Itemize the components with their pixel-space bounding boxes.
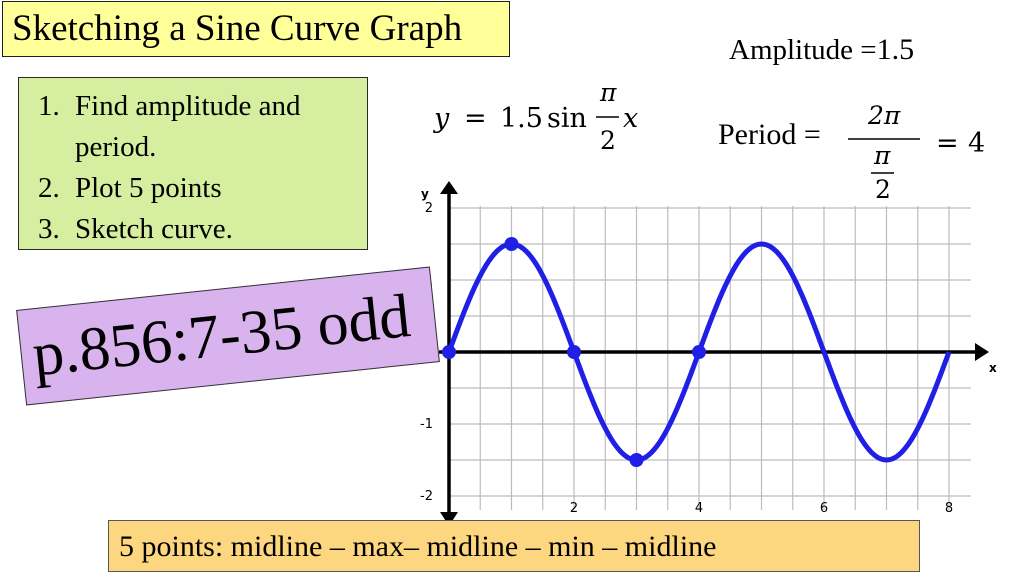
period-label: Period = bbox=[718, 118, 821, 151]
x-tick-label: 2 bbox=[570, 501, 578, 516]
steps-list: Find amplitude and period. Plot 5 points… bbox=[29, 86, 361, 250]
key-point bbox=[692, 345, 706, 359]
y-tick-label: 2 bbox=[425, 201, 433, 216]
y-tick-label: -1 bbox=[420, 417, 433, 432]
eq-var: x bbox=[623, 103, 638, 134]
key-point bbox=[567, 345, 581, 359]
eq-num: π bbox=[599, 78, 617, 107]
period-equals: = bbox=[936, 128, 959, 159]
eq-coef: 1.5 bbox=[500, 103, 543, 134]
step-item: Sketch curve. bbox=[67, 209, 361, 250]
step-item: Plot 5 points bbox=[67, 168, 361, 209]
y-axis-arrow-down bbox=[440, 512, 458, 526]
x-axis-arrow bbox=[975, 343, 989, 361]
midline-note: 5 points: midline – max– midline – min –… bbox=[108, 520, 920, 572]
slide-title: Sketching a Sine Curve Graph bbox=[2, 1, 510, 57]
x-tick-label: 4 bbox=[695, 501, 703, 516]
x-tick-label: 8 bbox=[945, 501, 953, 516]
eq-den: 2 bbox=[600, 126, 616, 155]
period-result: 4 bbox=[968, 128, 985, 159]
key-point bbox=[442, 345, 456, 359]
y-axis-label: y bbox=[421, 187, 429, 201]
period-num: 2π bbox=[867, 101, 901, 130]
period-den-num: π bbox=[873, 141, 891, 170]
amplitude-value: 1.5 bbox=[876, 33, 915, 66]
key-point bbox=[504, 237, 519, 251]
y-tick-label: -2 bbox=[420, 489, 433, 504]
period-den-den: 2 bbox=[875, 175, 891, 204]
equation: y = 1.5 sin π 2 x bbox=[433, 78, 638, 155]
slide-title-text: Sketching a Sine Curve Graph bbox=[12, 8, 463, 49]
midline-note-text: 5 points: midline – max– midline – min –… bbox=[119, 530, 717, 563]
key-points bbox=[442, 237, 706, 467]
step-item: Find amplitude and period. bbox=[67, 86, 361, 168]
period-formula: Period = 2π π 2 = 4 bbox=[718, 101, 985, 204]
amplitude: Amplitude =1.5 bbox=[729, 33, 914, 67]
amplitude-label: Amplitude = bbox=[729, 34, 877, 66]
eq-func: sin bbox=[547, 103, 587, 134]
y-axis-arrow-up bbox=[440, 181, 458, 194]
graph-axes bbox=[439, 181, 989, 526]
key-point bbox=[629, 453, 644, 467]
x-tick-label: 6 bbox=[820, 501, 828, 516]
steps-box: Find amplitude and period. Plot 5 points… bbox=[18, 77, 368, 250]
eq-equals: = bbox=[464, 103, 487, 134]
eq-lhs: y bbox=[433, 103, 450, 134]
x-axis-label: x bbox=[989, 361, 997, 375]
